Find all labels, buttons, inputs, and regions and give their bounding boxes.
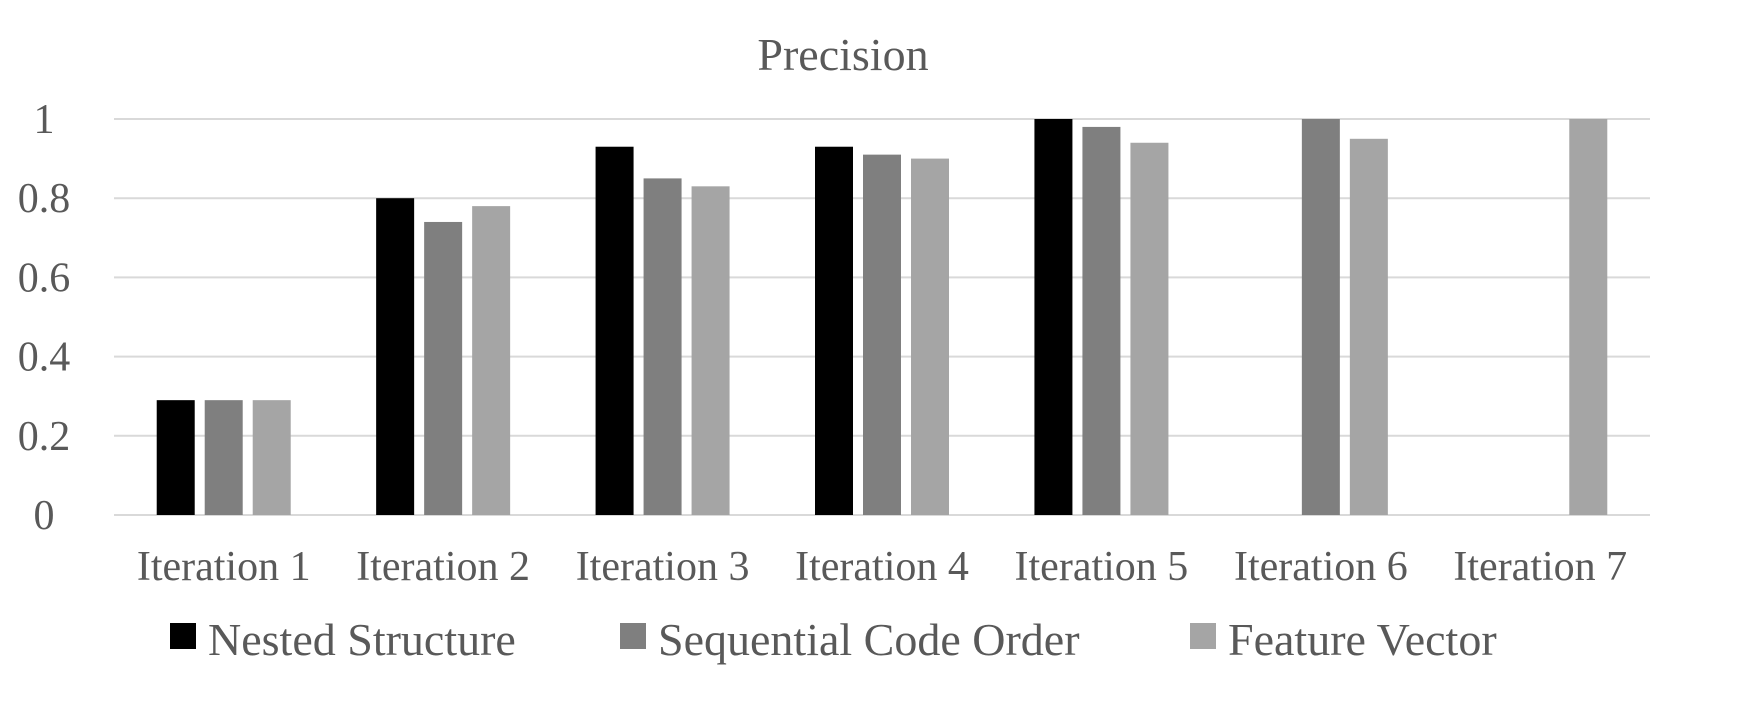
bar: [472, 206, 511, 515]
bar: [863, 154, 901, 515]
legend-label: Nested Structure: [208, 614, 516, 665]
x-tick-label: Iteration 4: [795, 544, 969, 590]
bar: [252, 400, 291, 515]
y-tick-label: 1: [34, 97, 55, 143]
bar: [595, 146, 634, 515]
y-axis-ticks: 0 0.2 0.4 0.6 0.8 1: [18, 97, 71, 539]
bar: [911, 158, 949, 515]
legend: Nested Structure Sequential Code Order Fea…: [170, 614, 1497, 665]
bar: [424, 221, 463, 515]
y-tick-label: 0.6: [18, 255, 71, 301]
y-tick-label: 0.4: [18, 335, 71, 381]
x-tick-label: Iteration 2: [356, 544, 530, 590]
bar: [1301, 119, 1340, 515]
chart-title: Precision: [757, 29, 928, 80]
bar: [643, 178, 682, 515]
bar: [1349, 138, 1388, 516]
bar: [156, 400, 195, 515]
bar: [1569, 119, 1608, 515]
y-tick-label: 0.8: [18, 176, 71, 222]
legend-swatch: [620, 623, 646, 649]
bars: [156, 119, 1608, 516]
legend-label: Sequential Code Order: [658, 614, 1080, 665]
x-tick-label: Iteration 5: [1015, 544, 1189, 590]
bar: [376, 198, 415, 515]
x-tick-label: Iteration 3: [576, 544, 750, 590]
y-tick-label: 0.2: [18, 414, 71, 460]
bar: [1034, 119, 1073, 515]
y-tick-label: 0: [34, 493, 55, 539]
bar: [815, 146, 853, 515]
legend-swatch: [1190, 623, 1216, 649]
x-axis-ticks: Iteration 1 Iteration 2 Iteration 3 Iterati…: [137, 544, 1627, 590]
bar: [1130, 142, 1169, 515]
legend-label: Feature Vector: [1228, 614, 1497, 665]
bar: [691, 186, 730, 515]
bar: [204, 400, 243, 515]
x-tick-label: Iteration 7: [1453, 544, 1627, 590]
x-tick-label: Iteration 1: [137, 544, 311, 590]
legend-swatch: [170, 623, 196, 649]
bar: [1082, 126, 1121, 516]
x-tick-label: Iteration 6: [1234, 544, 1408, 590]
